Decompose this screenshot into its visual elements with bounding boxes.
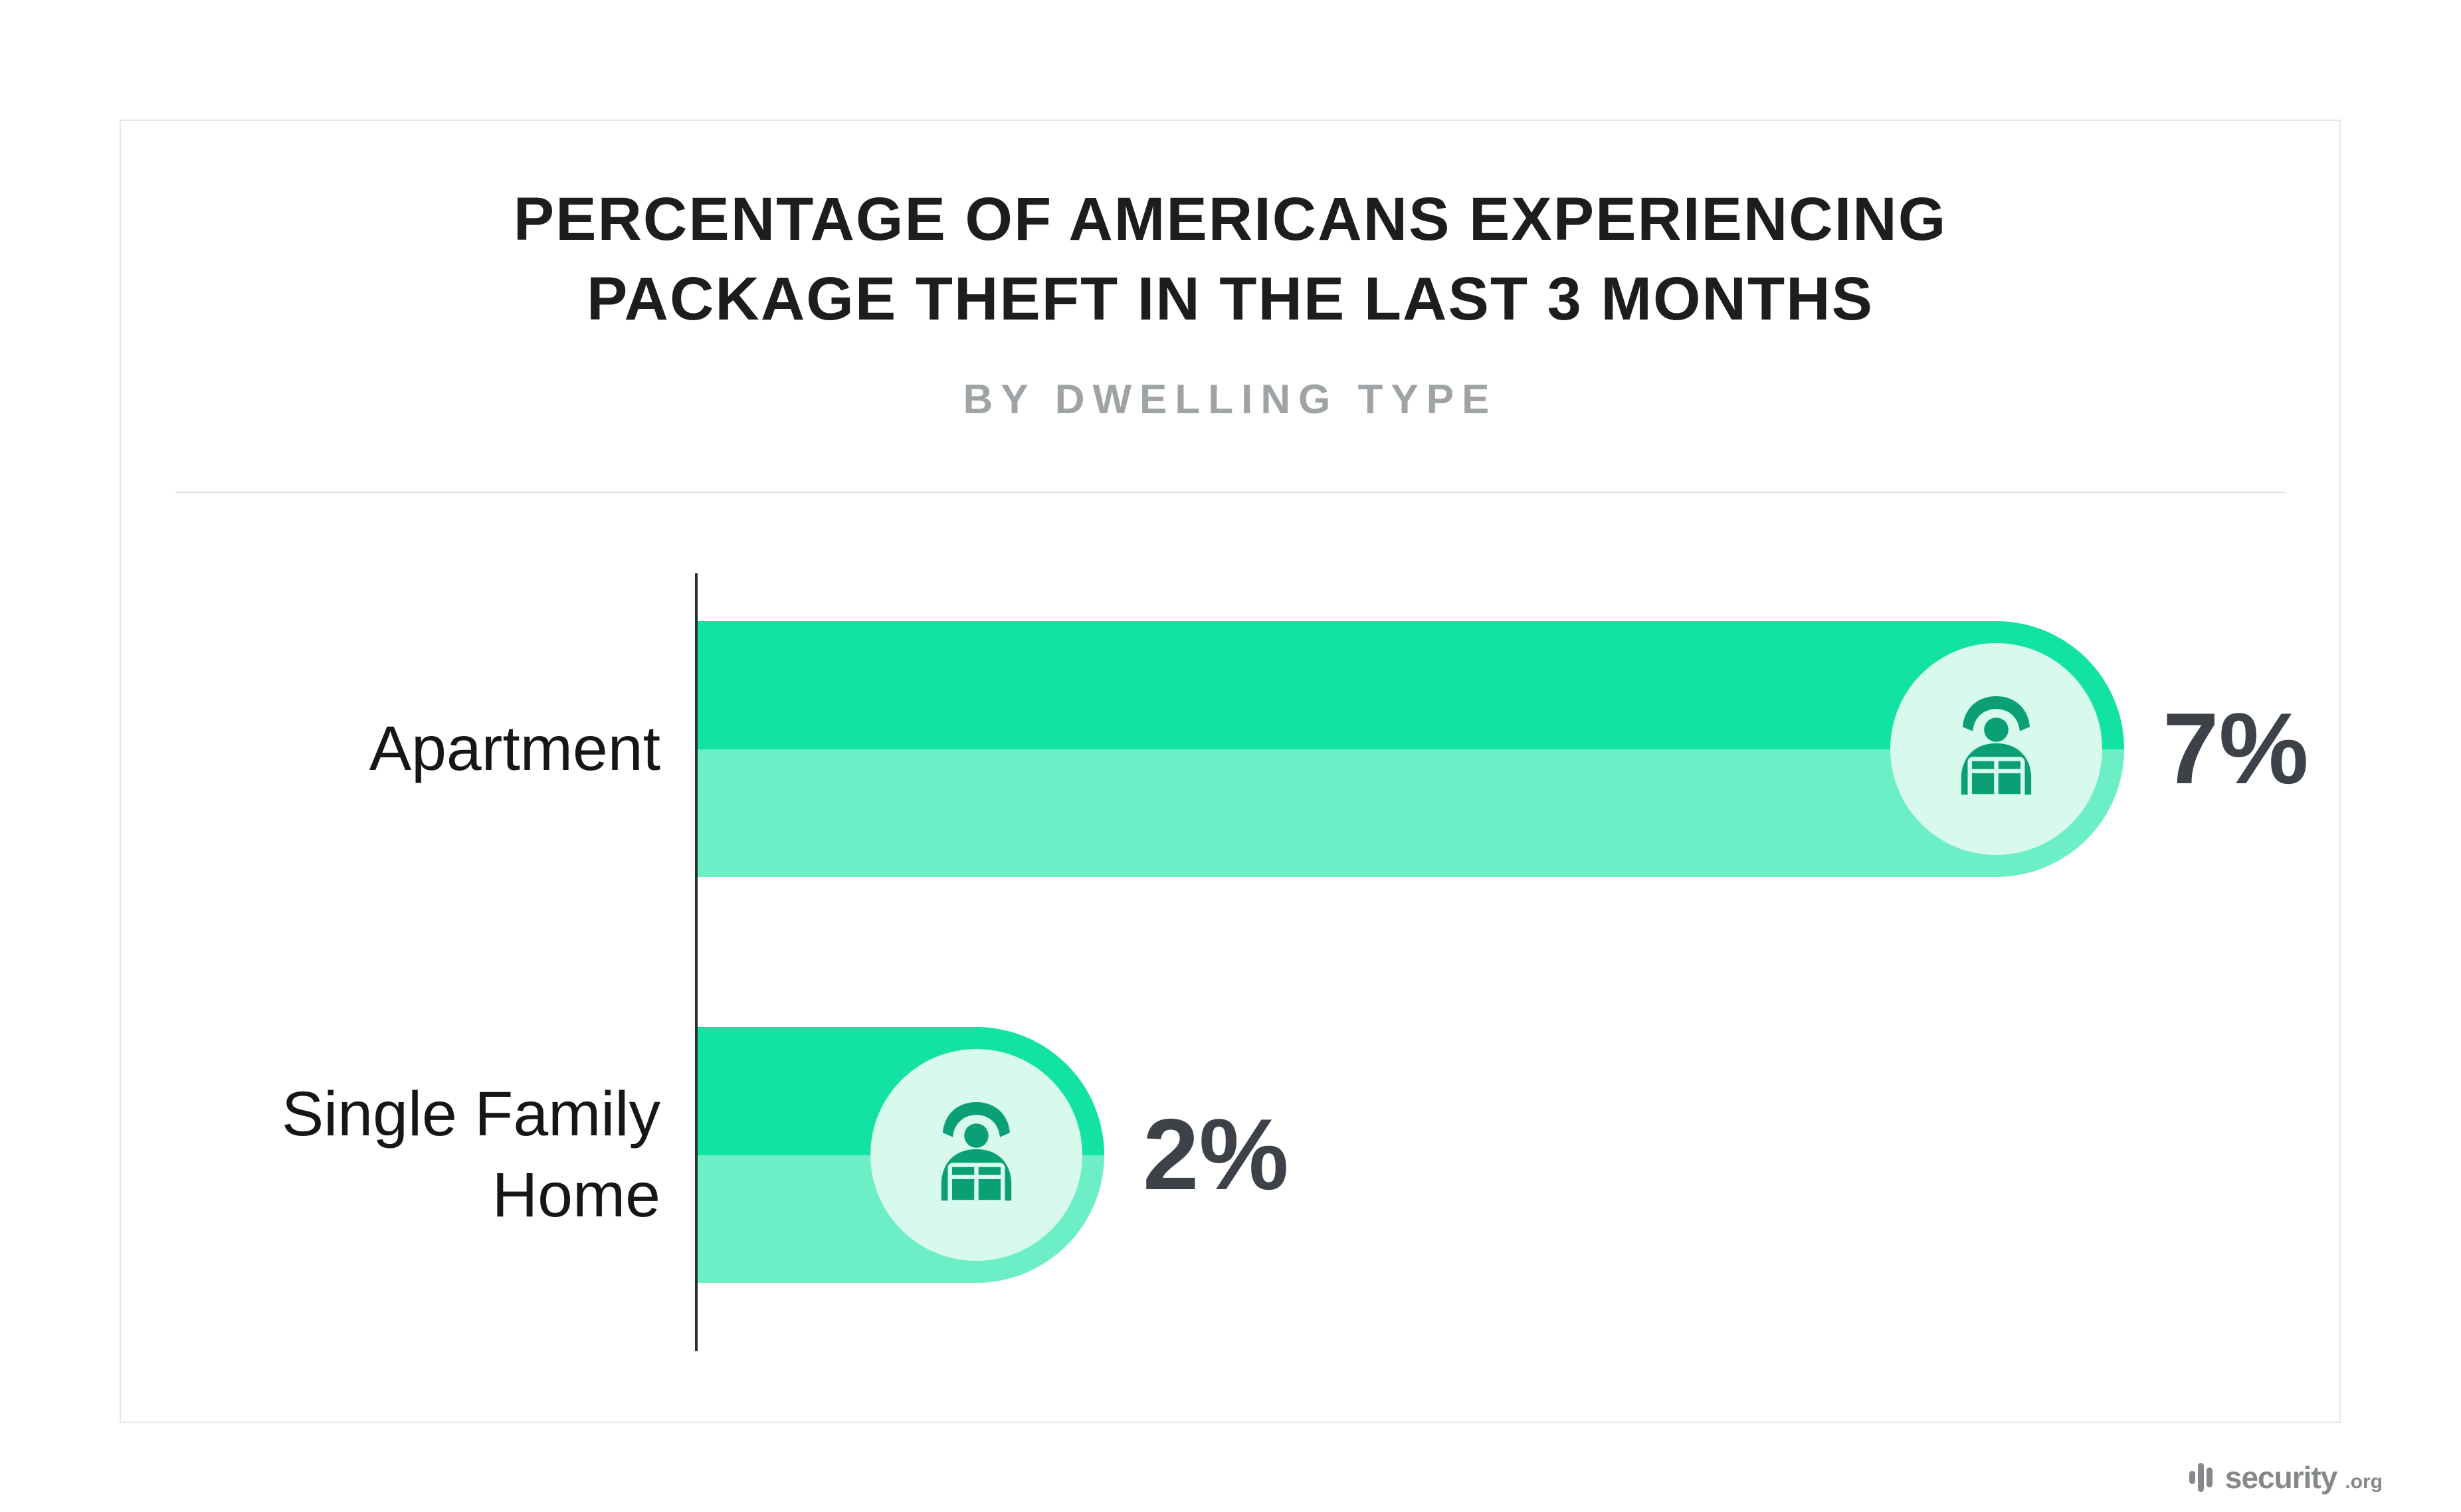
category-label-single-family-home: Single Family Home: [281, 1078, 660, 1230]
brand-logo: security .org: [2189, 1460, 2383, 1495]
package-thief-icon: [1961, 696, 2032, 799]
thief-icon-badge: [870, 1049, 1082, 1261]
chart-card: PERCENTAGE OF AMERICANS EXPERIENCING PAC…: [120, 120, 2341, 1423]
brand-suffix: .org: [2345, 1471, 2383, 1493]
chart-title: PERCENTAGE OF AMERICANS EXPERIENCING PAC…: [121, 179, 2339, 339]
bar-single-family-home: [696, 1027, 1104, 1283]
brand-name: security: [2224, 1460, 2337, 1495]
signal-bars-icon: [2189, 1463, 2213, 1492]
value-label-apartment: 7%: [2163, 692, 2309, 805]
chart-title-line1: PERCENTAGE OF AMERICANS EXPERIENCING: [513, 185, 1947, 253]
package-thief-icon: [941, 1101, 1012, 1204]
chart-title-line2: PACKAGE THEFT IN THE LAST 3 MONTHS: [587, 265, 1874, 333]
y-axis-line: [695, 573, 698, 1351]
bar-fill-bottom: [696, 749, 2124, 877]
thief-icon-badge: [1890, 643, 2102, 855]
value-label-single-family-home: 2%: [1143, 1098, 1289, 1211]
bar-row-single-family-home: 2%: [696, 1027, 1289, 1283]
bar-row-apartment: 7%: [696, 621, 2309, 877]
category-label-apartment: Apartment: [369, 713, 660, 784]
chart-subtitle: BY DWELLING TYPE: [963, 377, 1498, 423]
bar-fill-top: [696, 621, 2124, 749]
chart-header: PERCENTAGE OF AMERICANS EXPERIENCING PAC…: [121, 179, 2339, 423]
header-divider: [175, 492, 2285, 493]
bar-apartment: [696, 621, 2124, 877]
